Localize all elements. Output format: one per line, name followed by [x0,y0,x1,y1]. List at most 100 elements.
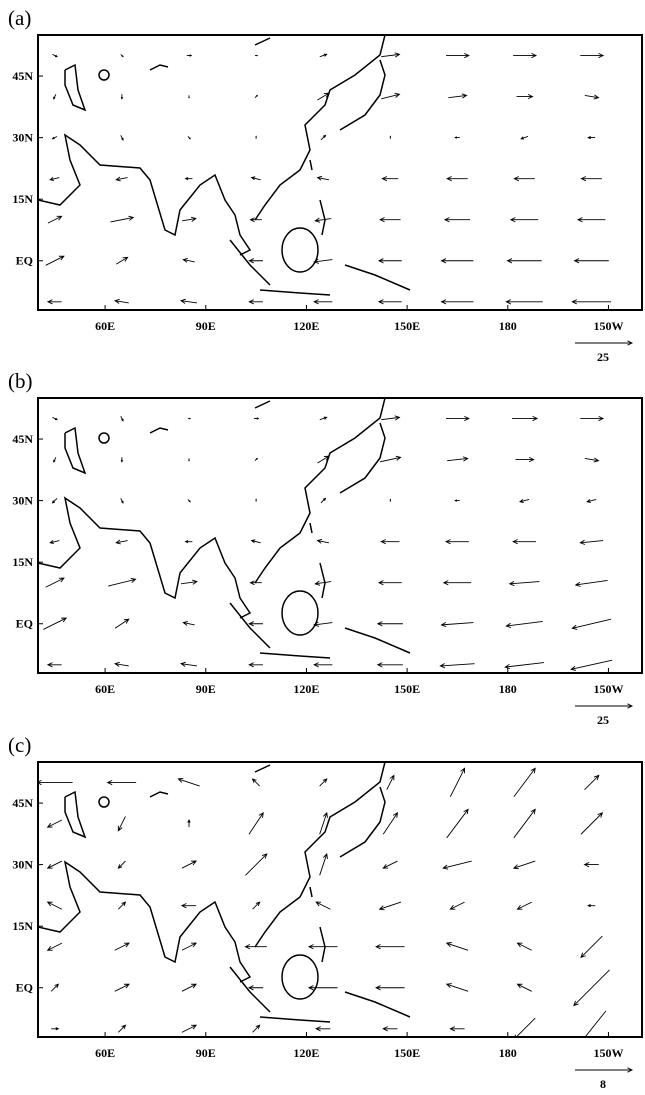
wind-vector [313,621,333,627]
wind-vector [108,577,137,587]
wind-vector [315,1026,331,1032]
wind-vector [513,52,537,59]
wind-vector [187,136,191,140]
wind-vector [46,860,63,869]
wind-vector [516,983,532,992]
coastlines [38,35,411,296]
wind-vector [512,860,536,870]
y-tick-label: 30N [12,494,33,508]
wind-vector [445,983,469,992]
y-tick-label: EQ [16,981,33,995]
wind-vector [382,1026,398,1032]
wind-vector [449,767,466,797]
wind-vector [255,135,257,139]
x-tick-label: 90E [196,1046,216,1060]
coastlines [38,762,411,1023]
wind-vector [579,539,604,545]
frame [37,397,643,674]
wind-vector [115,539,128,545]
wind-vector [319,416,328,421]
wind-vector [114,618,130,629]
wind-vector [449,901,465,910]
wind-vector [179,661,198,667]
x-tick-label: 120E [293,1046,319,1060]
wind-vector [513,808,536,839]
wind-vector [307,985,338,991]
wind-vector [570,659,613,671]
wind-vector [179,298,198,304]
wind-vector [377,580,402,586]
wind-vector [182,621,195,626]
wind-vector [186,54,193,57]
reference-label: 25 [597,350,609,364]
wind-vector [584,774,600,790]
panel-label: (b) [8,369,33,393]
wind-vector [584,94,600,100]
wind-vector [46,819,63,828]
wind-vector [250,176,261,181]
wind-vector [573,258,609,264]
wind-vector [254,94,258,99]
wind-vector [580,176,602,182]
wind-vector [114,298,129,304]
wind-vector [580,415,605,422]
wind-vector [244,944,267,950]
wind-vector [47,215,63,224]
wind-vector [249,580,262,586]
wind-vector [38,779,73,786]
wind-vector [381,415,401,421]
wind-vector [509,217,539,223]
wind-vector [177,777,200,787]
wind-vector [446,52,470,59]
wind-vector [317,455,330,464]
wind-vector [319,852,328,876]
wind-vector [379,455,402,463]
wind-vector [51,498,58,504]
y-tick-label: 15N [12,919,33,933]
wind-vector [504,662,544,670]
wind-vector [52,53,58,58]
wind-vector [45,577,65,588]
wind-vector [376,621,403,627]
x-tick-label: 90E [196,682,216,696]
wind-vector [584,1010,607,1037]
wind-vector [51,1027,60,1031]
wind-vector [248,258,263,264]
wind-vector [182,258,195,263]
wind-vector [576,217,606,223]
map-panel [38,398,613,671]
wind-vector [516,942,532,951]
wind-vector [442,580,472,586]
wind-vector [120,498,124,504]
wind-vector [53,94,57,100]
reference-vector [575,703,634,709]
wind-vector [184,540,193,544]
wind-vector [319,53,328,58]
x-tick-label: 180 [499,1046,517,1060]
wind-vector [586,498,597,503]
wind-vector [520,136,529,140]
wind-vector [316,175,330,181]
wind-vector [181,942,198,951]
wind-vector [313,258,333,264]
wind-vector [515,456,535,463]
wind-vector [245,853,268,876]
map-panel [38,35,612,305]
wind-vector [180,579,199,585]
wind-vector [114,983,130,992]
y-tick-label: 45N [12,796,33,810]
wind-vector [115,176,128,182]
wind-vector [445,942,469,951]
y-tick-label: 30N [12,858,33,872]
wind-vector [445,539,469,545]
wind-vector [380,539,400,545]
wind-vector [117,816,126,832]
wind-vector [439,663,475,669]
frame [37,761,643,1038]
wind-vector [120,135,124,141]
wind-vector [251,778,260,787]
wind-vector [248,621,263,627]
wind-vector [46,299,62,305]
wind-vector [106,779,137,786]
wind-vector [580,812,604,835]
